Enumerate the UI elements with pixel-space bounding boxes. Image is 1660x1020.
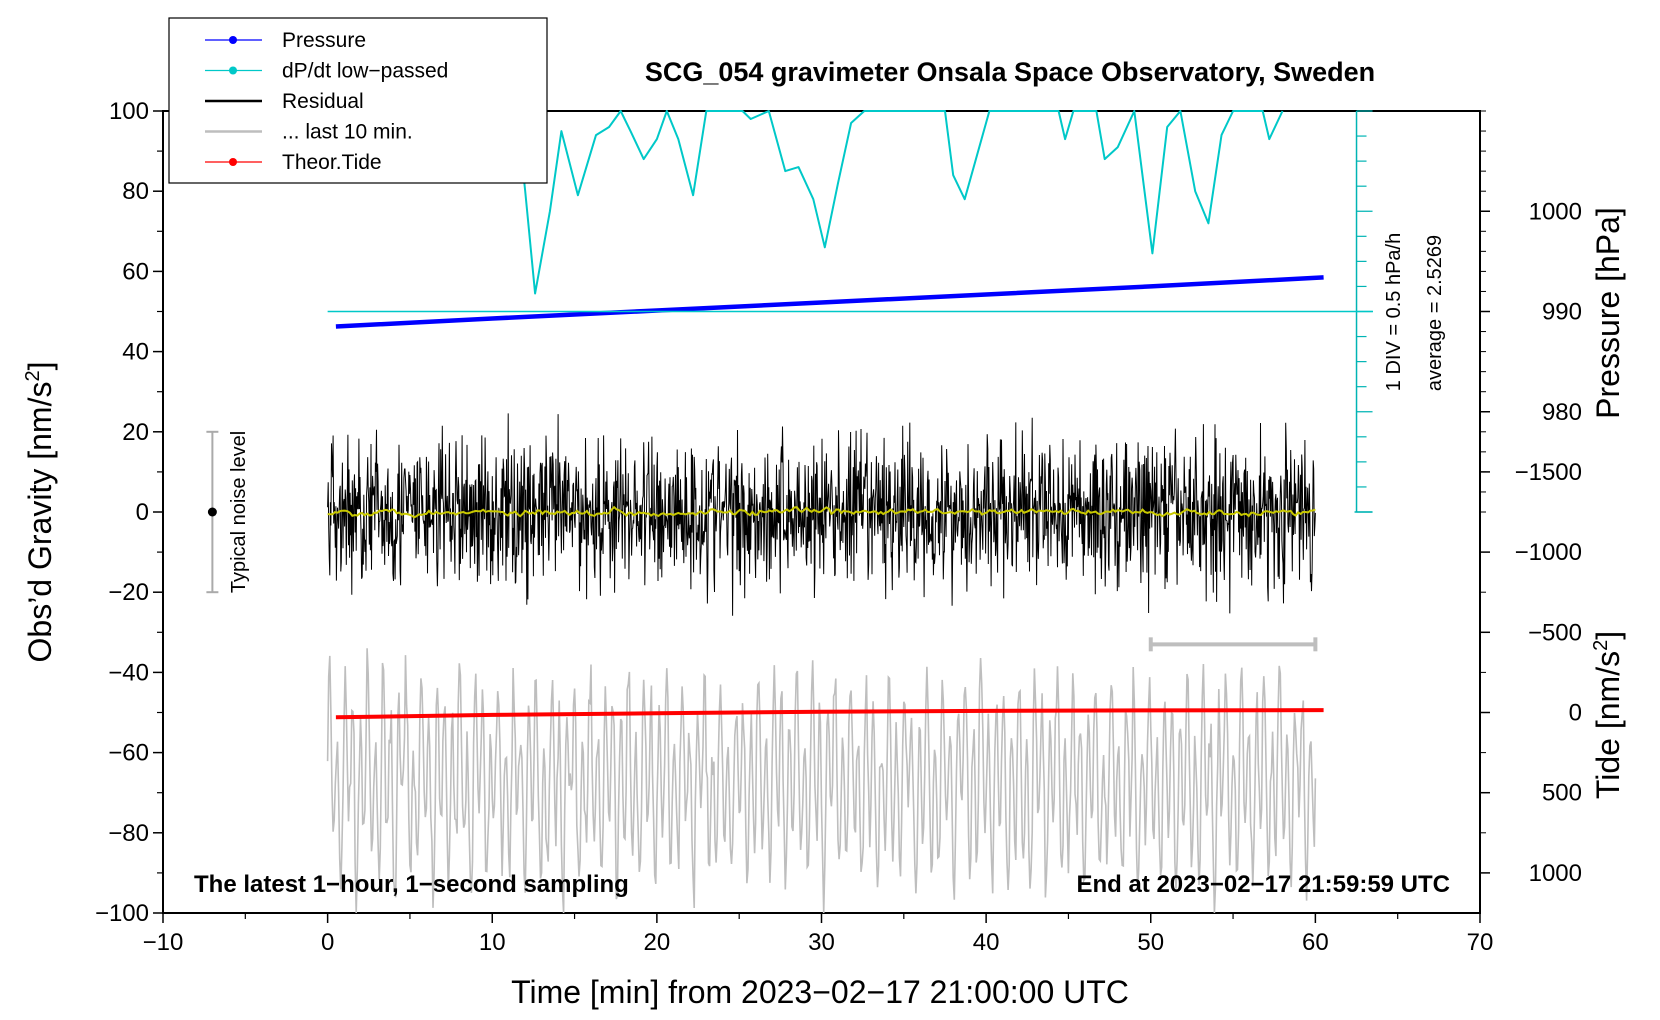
legend-marker bbox=[229, 36, 237, 44]
pressure-axis-ticks: 980 990 1000 bbox=[1480, 110, 1582, 493]
footer-right: End at 2023−02−17 21:59:59 UTC bbox=[1076, 871, 1450, 898]
series-theor-tide bbox=[335, 708, 1324, 720]
y-axis-label-main: Obs’d Gravity [nm/s bbox=[22, 382, 58, 663]
x-tick-label: 20 bbox=[644, 929, 671, 956]
legend-marker bbox=[229, 158, 237, 166]
y-tick-label: −80 bbox=[108, 820, 149, 847]
y-axis-label: Obs’d Gravity [nm/s2] bbox=[22, 362, 58, 663]
series-dpdt bbox=[327, 110, 1373, 313]
chart-title: SCG_054 gravimeter Onsala Space Observat… bbox=[645, 57, 1375, 87]
residual-line bbox=[327, 413, 1316, 616]
tide-axis-label-sup: 2 bbox=[1590, 640, 1612, 651]
footer-left: The latest 1−hour, 1−second sampling bbox=[194, 871, 629, 898]
tide-axis-ticks: −1500 −1000 −500 0 500 1000 bbox=[1480, 459, 1582, 887]
residual-smoothed-line bbox=[327, 505, 1316, 519]
theor-tide-line bbox=[335, 708, 1324, 720]
y-tick-label: 80 bbox=[122, 178, 149, 205]
y-tick-label: −60 bbox=[108, 740, 149, 767]
last-10-min-bracket bbox=[1148, 637, 1318, 652]
x-tick-label: 30 bbox=[808, 929, 835, 956]
y-tick-label: −20 bbox=[108, 579, 149, 606]
last-10-min-line bbox=[326, 648, 1317, 914]
x-tick-label: 0 bbox=[321, 929, 334, 956]
noise-center-dot bbox=[207, 507, 217, 517]
y-axis-label-sup: 2 bbox=[22, 370, 44, 381]
pressure-tick-label: 990 bbox=[1542, 299, 1582, 326]
series-residual-smoothed bbox=[327, 505, 1316, 519]
tide-axis-label-end: ] bbox=[1590, 631, 1626, 640]
legend-label: Residual bbox=[282, 90, 364, 113]
tide-tick-label: 1000 bbox=[1529, 860, 1582, 887]
dpdt-div-label: 1 DIV = 0.5 hPa/h bbox=[1383, 233, 1405, 391]
pressure-tick-label: 1000 bbox=[1529, 198, 1582, 225]
y-axis-ticks: −100 −80 −60 −40 −20 0 20 40 60 80 100 bbox=[95, 98, 163, 927]
x-tick-label: 70 bbox=[1467, 929, 1494, 956]
legend-label: Theor.Tide bbox=[282, 151, 382, 174]
tide-tick-label: 500 bbox=[1542, 780, 1582, 807]
y-tick-label: 0 bbox=[136, 499, 149, 526]
tide-axis-label: Tide [nm/s2] bbox=[1590, 631, 1626, 799]
pressure-tick-label: 980 bbox=[1542, 399, 1582, 426]
tide-tick-label: 0 bbox=[1569, 700, 1582, 727]
y-tick-label: 20 bbox=[122, 419, 149, 446]
x-axis-ticks: −10 0 10 20 30 40 50 60 70 bbox=[143, 913, 1494, 956]
series-last-10-min bbox=[326, 648, 1317, 914]
tide-axis-label-main: Tide [nm/s bbox=[1590, 651, 1626, 799]
dpdt-average-label: average = 2.5269 bbox=[1424, 235, 1446, 391]
y-tick-label: −100 bbox=[95, 900, 149, 927]
legend-marker bbox=[229, 66, 237, 75]
legend-label: Pressure bbox=[282, 29, 366, 52]
y-tick-label: 100 bbox=[109, 98, 149, 125]
y-axis-label-end: ] bbox=[22, 362, 58, 371]
legend-label: ... last 10 min. bbox=[282, 121, 413, 144]
y-tick-label: 60 bbox=[122, 258, 149, 285]
pressure-axis-label: Pressure [hPa] bbox=[1590, 207, 1626, 419]
x-tick-label: 60 bbox=[1302, 929, 1329, 956]
noise-label: Typical noise level bbox=[228, 431, 250, 593]
series-pressure bbox=[335, 275, 1324, 329]
x-tick-label: 50 bbox=[1137, 929, 1164, 956]
pressure-line bbox=[335, 275, 1324, 329]
tide-tick-label: −1500 bbox=[1515, 459, 1582, 486]
legend-label: dP/dt low−passed bbox=[282, 60, 448, 83]
dpdt-line bbox=[515, 110, 1284, 295]
y-tick-label: −40 bbox=[108, 659, 149, 686]
tide-tick-label: −500 bbox=[1528, 619, 1582, 646]
series-residual bbox=[327, 413, 1316, 616]
noise-level-bar bbox=[206, 430, 219, 594]
x-tick-label: 40 bbox=[973, 929, 1000, 956]
x-axis-label: Time [min] from 2023−02−17 21:00:00 UTC bbox=[511, 974, 1129, 1010]
x-tick-label: −10 bbox=[143, 929, 184, 956]
tide-tick-label: −1000 bbox=[1515, 539, 1582, 566]
legend: Pressure dP/dt low−passed Residual ... last… bbox=[205, 29, 448, 174]
x-tick-label: 10 bbox=[479, 929, 506, 956]
y-tick-label: 40 bbox=[122, 339, 149, 366]
